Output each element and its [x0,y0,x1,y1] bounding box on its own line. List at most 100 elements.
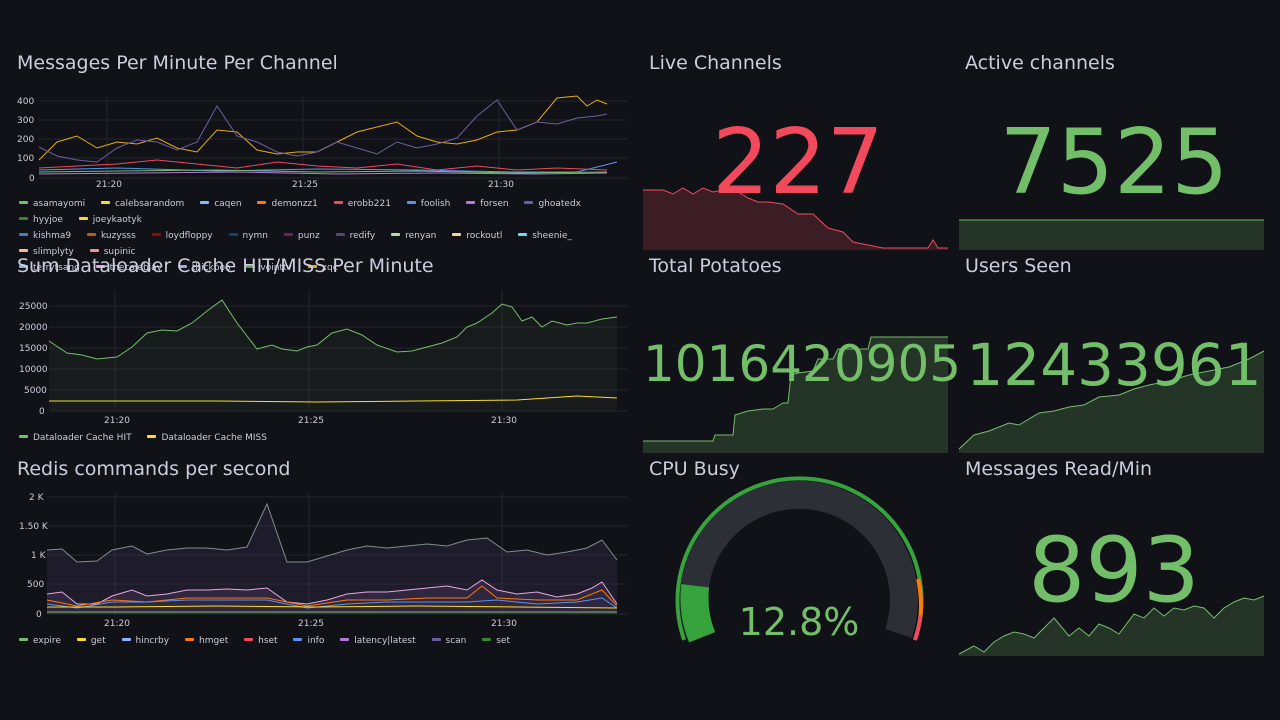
panel-dataloader-cache: Sum Dataloader Cache HIT/MISS Per Minute… [17,255,627,450]
legend-item[interactable]: slimplyty [19,244,74,260]
panel-title[interactable]: Sum Dataloader Cache HIT/MISS Per Minute [17,255,434,277]
gauge-value-arc [680,584,716,643]
x-tick: 21:20 [104,416,130,426]
legend-item[interactable]: vointtv [246,260,292,276]
legend-label: info [307,636,325,646]
gauge-threshold-orange [916,578,923,616]
legend-item[interactable]: latency|latest [340,633,416,649]
legend-label: nymn [242,231,269,241]
legend-label: expire [33,636,61,646]
series-line [38,159,608,171]
series-area [47,580,617,614]
legend-label: terrytsang [33,263,80,273]
panel-active-channels: Active channels 7525 [959,52,1264,250]
redis-chart[interactable]: 2 K 1.50 K 1 K 500 0 [17,458,627,628]
y-tick: 500 [27,580,44,590]
panel-users-seen: Users Seen 12433961 [958,255,1265,453]
legend-item[interactable]: supinic [89,244,136,260]
legend-item[interactable]: hincrby [121,633,169,649]
panel-cpu-busy: CPU Busy 12.8% [643,458,948,656]
legend-item[interactable]: Dataloader Cache MISS [147,430,267,446]
legend-item[interactable]: joeykaotyk [78,212,142,228]
legend-item[interactable]: renyan [391,228,436,244]
series-line [46,502,618,563]
legend-item[interactable]: thecalebjay [95,260,162,276]
panel-messages-read: Messages Read/Min 893 [958,458,1265,656]
panel-title[interactable]: Total Potatoes [649,255,782,277]
legend-label: vointtv [260,263,292,273]
active-channels-value: 7525 [999,110,1229,215]
legend-item[interactable]: demonzz1 [257,196,318,212]
panel-title[interactable]: Redis commands per second [17,458,291,480]
legend-item[interactable]: sheenie_ [518,228,572,244]
legend-label: xqc [321,263,338,273]
legend-item[interactable]: rockoutl [452,228,502,244]
legend-label: Dataloader Cache MISS [161,433,267,443]
legend-item[interactable]: Dataloader Cache HIT [19,430,132,446]
series-line [48,299,618,360]
legend-item[interactable]: redify [335,228,375,244]
legend-item[interactable]: calebsarandom [100,196,185,212]
legend-label: asamayomi [33,199,86,209]
legend-item[interactable]: scan [431,633,466,649]
legend-item[interactable]: foolish [406,196,451,212]
legend-item[interactable]: xqc [307,260,338,276]
panel-title[interactable]: Active channels [965,52,1115,74]
legend-item[interactable]: loydfloppy [151,228,213,244]
legend-label: thecalebjay [109,263,162,273]
legend-item[interactable]: hset [244,633,278,649]
messages-chart[interactable]: 400 300 200 100 0 [17,52,627,192]
legend-label: calebsarandom [114,199,185,209]
legend-item[interactable]: info [293,633,324,649]
y-tick: 25000 [19,302,48,312]
x-tick: 21:20 [96,180,122,190]
messages-read-sparkline [958,595,1265,656]
legend-item[interactable]: expire [19,633,61,649]
x-tick: 21:30 [491,416,517,426]
legend-item[interactable]: terrytsang [19,260,80,276]
legend-item[interactable]: kishma9 [19,228,71,244]
series-line [38,99,608,163]
legend-item[interactable]: set [482,633,510,649]
y-tick: 0 [36,610,42,620]
panel-title[interactable]: Messages Per Minute Per Channel [17,52,338,74]
panel-title[interactable]: Messages Read/Min [965,458,1153,480]
users-seen-value: 12433961 [966,331,1262,399]
legend-item[interactable]: nymn [228,228,269,244]
legend-label: foolish [420,199,451,209]
total-potatoes-value: 1016420905 [643,335,962,393]
legend-label: hset [258,636,278,646]
legend-item[interactable]: kuzysss [87,228,136,244]
legend-item[interactable]: thickpoo [177,260,231,276]
y-tick: 20000 [19,323,48,333]
panel-title[interactable]: Live Channels [649,52,782,74]
legend-label: latency|latest [354,636,416,646]
legend-item[interactable]: asamayomi [19,196,85,212]
legend-item[interactable]: hmget [184,633,228,649]
panel-title[interactable]: Users Seen [965,255,1072,277]
legend-item[interactable]: erobb221 [333,196,391,212]
y-tick: 10000 [19,365,48,375]
legend-item[interactable]: get [76,633,106,649]
legend-label: demonzz1 [271,199,318,209]
panel-title[interactable]: CPU Busy [649,458,740,480]
panel-redis-commands: Redis commands per second 2 K 1.50 K 1 K… [17,458,627,653]
redis-legend: expire get hincrby hmget hset info laten… [19,633,523,649]
x-tick: 21:25 [292,180,318,190]
legend-label: supinic [103,247,136,257]
legend-item[interactable]: hyyjoe [19,212,63,228]
legend-label: joeykaotyk [92,215,142,225]
legend-item[interactable]: caqen [200,196,242,212]
series-line [47,605,618,609]
legend-label: thickpoo [191,263,231,273]
legend-item[interactable]: punz [283,228,320,244]
y-tick: 2 K [29,493,45,503]
dataloader-chart[interactable]: 25000 20000 15000 10000 5000 0 [17,255,627,425]
x-tick: 21:25 [298,416,324,426]
legend-label: get [90,636,106,646]
active-channels-sparkline [959,219,1264,250]
legend-item[interactable]: forsen [466,196,509,212]
messages-read-value: 893 [1028,518,1200,623]
legend-item[interactable]: ghoatedx [524,196,581,212]
panel-total-potatoes: Total Potatoes 1016420905 [643,255,961,453]
